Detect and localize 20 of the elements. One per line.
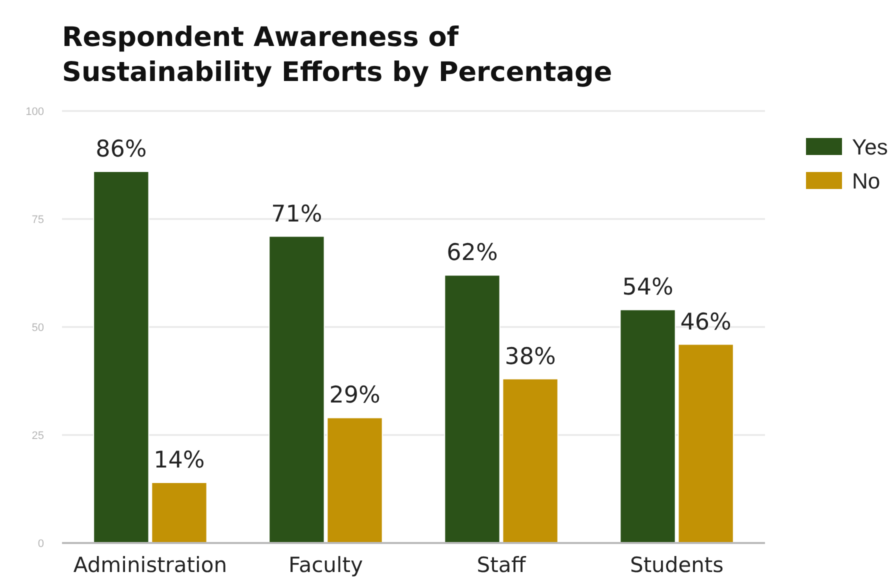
y-tick-label: 25: [32, 430, 44, 442]
data-label: 38%: [504, 344, 556, 370]
x-tick-label: Faculty: [288, 553, 363, 577]
chart-title: Respondent Awareness of Sustainability Efforts by Percentage: [62, 22, 612, 88]
data-label: 14%: [154, 448, 205, 474]
data-label: 86%: [96, 136, 147, 162]
x-tick-label: Administration: [73, 553, 228, 577]
y-tick-label: 75: [32, 214, 44, 226]
y-tick-label: 100: [26, 106, 44, 118]
y-tick-label: 0: [38, 538, 44, 550]
legend-label: Yes: [852, 134, 888, 160]
data-label: 46%: [680, 309, 732, 336]
y-tick-label: 50: [32, 322, 44, 334]
data-label: 29%: [329, 382, 380, 409]
legend-label: No: [852, 168, 880, 194]
data-label: 62%: [446, 240, 498, 266]
x-tick-label: Staff: [476, 553, 526, 577]
x-tick-label: Students: [630, 553, 724, 577]
data-label: 71%: [271, 201, 322, 228]
data-label: 54%: [622, 274, 674, 301]
